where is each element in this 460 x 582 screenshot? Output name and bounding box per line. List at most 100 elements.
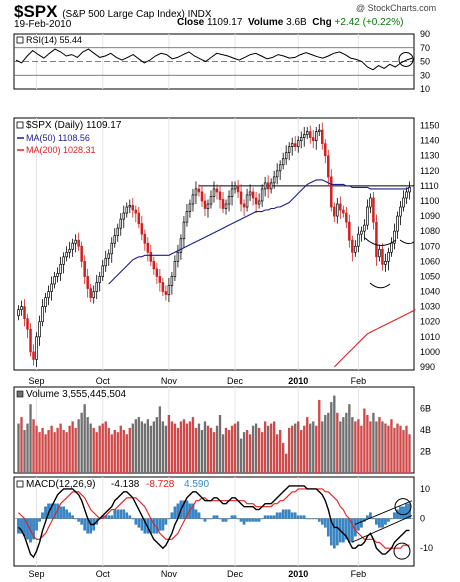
candle-body bbox=[354, 245, 357, 253]
macd-histogram-bar bbox=[68, 512, 71, 519]
macd-histogram-bar bbox=[77, 518, 80, 522]
candle-body bbox=[86, 276, 89, 289]
volume-bar bbox=[221, 434, 225, 473]
volume-bar bbox=[294, 423, 297, 473]
brand-logo[interactable]: @ StockCharts.com bbox=[356, 3, 437, 13]
macd-histogram-bar bbox=[275, 512, 279, 519]
macd-label: MACD(12,26,9) bbox=[26, 479, 95, 490]
macd-histogram-bar bbox=[116, 509, 120, 519]
volume-bar bbox=[113, 430, 116, 473]
macd-histogram-bar bbox=[311, 518, 315, 520]
volume-bar bbox=[375, 421, 378, 473]
candle-body bbox=[200, 191, 204, 202]
candle-body bbox=[339, 203, 342, 211]
macd-histogram-bar bbox=[390, 518, 393, 520]
macd-annotation-circle bbox=[394, 498, 412, 516]
candle-body bbox=[308, 131, 312, 138]
volume-bar bbox=[354, 421, 357, 473]
macd-histogram-bar bbox=[251, 518, 255, 522]
candle-body bbox=[351, 239, 354, 253]
x-label-price: 2010 bbox=[288, 376, 308, 386]
candle-body bbox=[68, 248, 71, 253]
candle-body bbox=[44, 297, 47, 307]
candle-body bbox=[125, 206, 129, 214]
macd-histogram-bar bbox=[38, 518, 41, 522]
candle-body bbox=[56, 273, 59, 277]
candle-body bbox=[324, 143, 327, 157]
macd-histogram-bar bbox=[212, 515, 216, 519]
candle-body bbox=[396, 215, 399, 232]
volume-value: 3.6B bbox=[286, 17, 307, 28]
candle-body bbox=[342, 209, 345, 214]
macd-histogram-bar bbox=[161, 518, 165, 531]
macd-histogram-bar bbox=[375, 518, 378, 525]
macd-histogram-bar bbox=[269, 515, 273, 519]
candle-body bbox=[155, 268, 159, 277]
macd-histogram-bar bbox=[396, 509, 399, 519]
candle-body bbox=[26, 318, 29, 330]
macd-histogram-bar bbox=[284, 509, 288, 519]
volume-bar bbox=[291, 425, 294, 473]
candle-body bbox=[134, 209, 138, 214]
price-tick-label: 1000 bbox=[420, 347, 440, 357]
macd-tick-label: 10 bbox=[420, 484, 430, 494]
macd-histogram-bar bbox=[405, 503, 408, 519]
volume-bar bbox=[300, 430, 303, 473]
volume-bar bbox=[245, 430, 249, 473]
macd-histogram-bar bbox=[302, 515, 306, 519]
volume-bar bbox=[266, 425, 270, 473]
price-tick-label: 1120 bbox=[420, 166, 439, 176]
macd-histogram-bar bbox=[59, 506, 62, 519]
macd-histogram-bar bbox=[317, 518, 321, 522]
macd-histogram-bar bbox=[354, 518, 357, 537]
macd-histogram-bar bbox=[191, 503, 195, 519]
volume-bar bbox=[351, 417, 354, 473]
volume-bar bbox=[161, 421, 165, 473]
volume-label: Volume bbox=[247, 17, 284, 28]
candle-body bbox=[366, 206, 369, 226]
volume-tick-label: 4B bbox=[420, 425, 431, 435]
volume-bar bbox=[212, 432, 216, 473]
candle-body bbox=[212, 188, 216, 197]
macd-histogram-bar bbox=[296, 515, 300, 519]
chart-date: 19-Feb-2010 bbox=[14, 19, 72, 30]
macd-histogram-bar bbox=[218, 518, 222, 520]
volume-bar bbox=[254, 423, 258, 473]
macd-histogram-bar bbox=[83, 518, 86, 531]
macd-histogram-bar bbox=[320, 518, 324, 525]
volume-bar bbox=[62, 430, 65, 473]
candle-body bbox=[95, 282, 98, 292]
macd-histogram-bar bbox=[119, 509, 123, 519]
macd-histogram-bar bbox=[332, 518, 336, 549]
price-tick-label: 1090 bbox=[420, 211, 440, 221]
candle-body bbox=[71, 242, 74, 250]
price-tick-label: 1130 bbox=[420, 151, 439, 161]
rsi-annotation-circle bbox=[398, 51, 414, 67]
candle-body bbox=[224, 203, 228, 209]
volume-bar bbox=[257, 427, 261, 473]
candle-body bbox=[263, 182, 267, 190]
candle-body bbox=[372, 197, 375, 223]
volume-bar bbox=[179, 421, 183, 473]
rsi-line bbox=[15, 48, 413, 71]
macd-histogram-bar bbox=[26, 518, 29, 540]
volume-bar bbox=[336, 412, 339, 473]
macd-histogram-bar bbox=[62, 506, 65, 519]
candle-body bbox=[173, 261, 177, 277]
volume-bar bbox=[164, 425, 168, 473]
volume-bar bbox=[80, 412, 83, 473]
volume-bar bbox=[306, 417, 309, 473]
macd-histogram-bar bbox=[245, 518, 249, 522]
candle-body bbox=[146, 242, 150, 253]
candle-body bbox=[65, 251, 68, 258]
macd-histogram-bar bbox=[348, 518, 351, 543]
candle-body bbox=[248, 191, 252, 196]
volume-bar bbox=[86, 417, 89, 473]
volume-bar bbox=[89, 423, 92, 473]
volume-bar bbox=[297, 421, 300, 473]
volume-bar bbox=[140, 421, 143, 473]
close-value: 1109.17 bbox=[207, 17, 243, 28]
volume-bar bbox=[134, 419, 137, 473]
histogram-value: 4.590 bbox=[184, 479, 209, 490]
